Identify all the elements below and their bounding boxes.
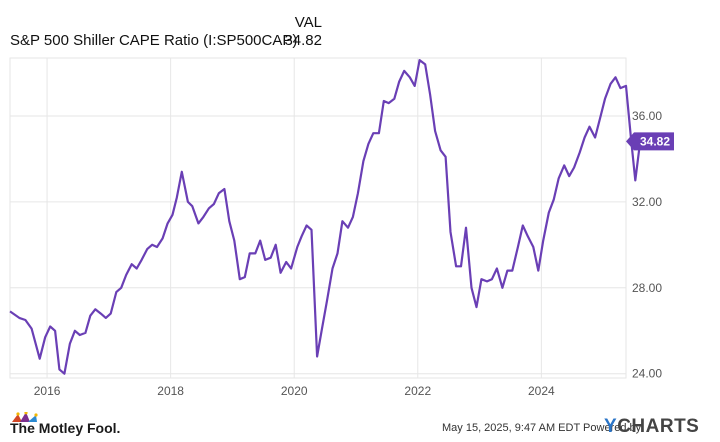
ycharts-logo-initial: Y	[604, 416, 618, 437]
series-name[interactable]: S&P 500 Shiller CAPE Ratio (I:SP500CAP)	[10, 32, 298, 49]
y-tick-label: 24.00	[632, 367, 662, 381]
series-current-value: 34.82	[284, 32, 322, 49]
series-line	[9, 58, 642, 375]
y-tick-label: 28.00	[632, 281, 662, 295]
chart-footer: The Motley Fool. May 15, 2025, 9:47 AM E…	[0, 410, 720, 441]
x-tick-label: 2018	[157, 384, 184, 398]
plot-area	[9, 57, 627, 379]
value-column-header: VAL	[294, 14, 322, 31]
x-tick-label: 2020	[281, 384, 308, 398]
chart-header: VAL S&P 500 Shiller CAPE Ratio (I:SP500C…	[0, 0, 720, 56]
x-tick-label: 2022	[404, 384, 431, 398]
motley-fool-jester-icon	[12, 412, 38, 422]
last-value-label: 34.82	[640, 134, 670, 148]
ycharts-logo[interactable]: YCHARTS	[604, 416, 699, 438]
motley-fool-logo-text: The Motley Fool.	[10, 420, 121, 436]
footer-timestamp: May 15, 2025, 9:47 AM EDT Powered by	[442, 422, 642, 434]
y-tick-label: 32.00	[632, 195, 662, 209]
x-tick-label: 2016	[34, 384, 61, 398]
ycharts-logo-rest: CHARTS	[617, 416, 700, 437]
y-tick-label: 36.00	[632, 109, 662, 123]
x-tick-label: 2024	[528, 384, 555, 398]
last-value-badge	[626, 132, 674, 151]
